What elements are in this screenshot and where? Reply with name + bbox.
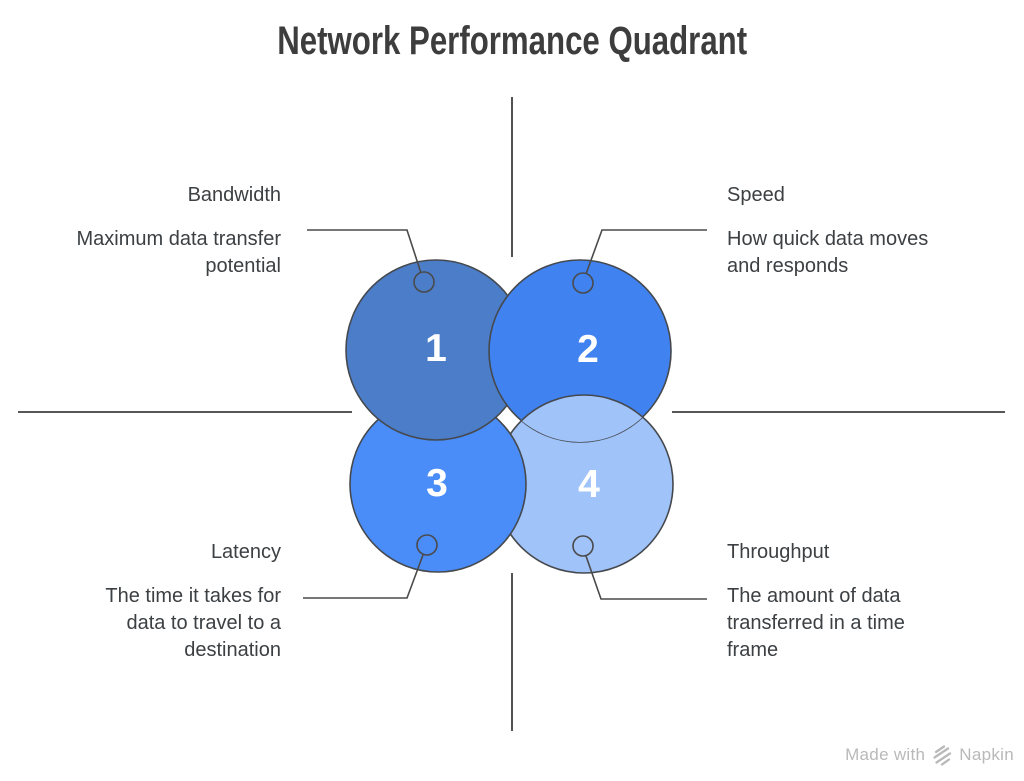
number-4: 4 bbox=[578, 463, 600, 506]
desc-line: data to travel to a bbox=[126, 612, 281, 634]
label-throughput: Throughput The amount of data transferre… bbox=[727, 539, 1024, 664]
watermark-made-with: Made with bbox=[845, 745, 926, 764]
watermark: Made with Napkin bbox=[845, 744, 1014, 766]
connector-throughput bbox=[585, 555, 707, 600]
desc-line: The amount of data bbox=[727, 585, 901, 607]
circle-numbers: 1 2 3 4 bbox=[425, 327, 600, 506]
desc-line: and responds bbox=[727, 255, 849, 277]
number-3: 3 bbox=[426, 462, 448, 505]
desc-line: potential bbox=[205, 255, 281, 277]
label-latency: Latency The time it takes for data to tr… bbox=[0, 539, 281, 664]
label-connectors bbox=[303, 229, 707, 600]
label-latency-term: Latency bbox=[210, 541, 281, 563]
label-bandwidth: Bandwidth Maximum data transfer potentia… bbox=[0, 182, 281, 280]
number-1: 1 bbox=[425, 327, 447, 370]
label-throughput-term: Throughput bbox=[727, 541, 830, 563]
label-latency-desc: The time it takes for data to travel to … bbox=[0, 583, 281, 664]
desc-line: transferred in a time bbox=[727, 612, 905, 634]
anchor-dot-bandwidth bbox=[413, 271, 435, 293]
napkin-logo-icon bbox=[933, 745, 952, 766]
connector-bandwidth bbox=[307, 229, 422, 274]
number-2: 2 bbox=[577, 328, 599, 371]
desc-line: frame bbox=[727, 639, 779, 661]
desc-line: The time it takes for bbox=[105, 585, 281, 607]
label-bandwidth-desc: Maximum data transfer potential bbox=[0, 226, 281, 280]
anchor-dot-speed bbox=[572, 272, 594, 294]
desc-line: destination bbox=[184, 639, 281, 661]
connector-latency bbox=[303, 554, 424, 599]
anchor-dot-latency bbox=[416, 534, 438, 556]
label-bandwidth-term: Bandwidth bbox=[187, 184, 281, 206]
watermark-brand: Napkin bbox=[959, 745, 1014, 764]
label-speed-term: Speed bbox=[727, 184, 785, 206]
desc-line: Maximum data transfer bbox=[76, 228, 281, 250]
desc-line: How quick data moves bbox=[727, 228, 929, 250]
page-title-text: Network Performance Quadrant bbox=[277, 19, 747, 63]
axis-lines bbox=[18, 97, 1005, 731]
label-throughput-desc: The amount of data transferred in a time… bbox=[727, 583, 1024, 664]
label-speed: Speed How quick data moves and responds bbox=[727, 182, 1024, 280]
label-speed-desc: How quick data moves and responds bbox=[727, 226, 1024, 280]
quadrant-circles bbox=[345, 259, 674, 574]
connector-speed bbox=[585, 229, 707, 275]
anchor-dot-throughput bbox=[572, 535, 594, 557]
page-title: Network Performance Quadrant bbox=[0, 18, 1024, 73]
